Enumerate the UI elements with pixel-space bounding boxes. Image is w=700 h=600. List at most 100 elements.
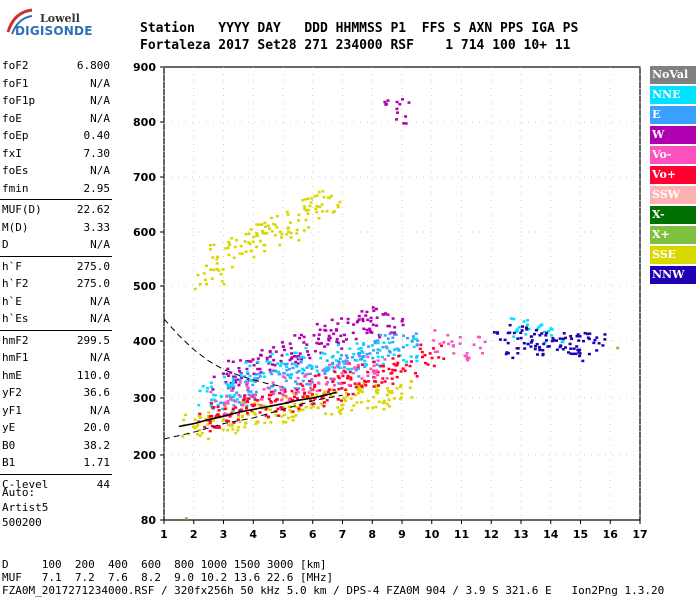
- data-point: [331, 395, 335, 398]
- data-point: [587, 352, 591, 356]
- data-point: [328, 363, 332, 367]
- data-point: [575, 345, 579, 348]
- data-point: [503, 338, 507, 342]
- data-point: [360, 384, 364, 388]
- data-point: [258, 411, 262, 414]
- param-label: MUF(D): [2, 203, 42, 216]
- data-point: [334, 328, 338, 331]
- data-point: [308, 379, 312, 383]
- data-point: [575, 334, 579, 338]
- data-point: [366, 380, 370, 383]
- data-point: [203, 425, 207, 429]
- data-point: [508, 323, 512, 327]
- param-label: yE: [2, 421, 16, 434]
- data-point: [437, 356, 441, 359]
- data-point: [392, 362, 396, 366]
- legend-item: X-: [650, 206, 696, 224]
- data-point: [415, 356, 419, 359]
- data-point: [201, 385, 205, 388]
- x-tick-label: 13: [513, 528, 528, 541]
- data-point: [227, 423, 231, 427]
- data-point: [248, 379, 252, 382]
- data-point: [506, 341, 510, 345]
- data-point: [289, 357, 293, 360]
- data-point: [214, 415, 218, 418]
- data-point: [237, 393, 241, 397]
- data-point: [285, 210, 289, 214]
- data-point: [247, 390, 251, 393]
- data-point: [540, 323, 544, 326]
- data-point: [268, 370, 272, 374]
- data-point: [570, 337, 574, 341]
- param-value: 38.2: [83, 438, 111, 452]
- x-tick-label: 17: [632, 528, 647, 541]
- data-point: [301, 372, 305, 375]
- lower-dashed-curve: [163, 394, 343, 440]
- data-point: [283, 348, 287, 352]
- param-label: yF2: [2, 386, 22, 399]
- data-point: [273, 363, 277, 367]
- data-point: [222, 282, 226, 286]
- data-point: [255, 223, 259, 226]
- data-point: [277, 370, 281, 374]
- data-point: [365, 331, 369, 335]
- data-point: [193, 426, 197, 430]
- data-point: [231, 387, 235, 390]
- data-point: [291, 398, 295, 402]
- data-point: [196, 423, 200, 426]
- data-point: [384, 345, 388, 348]
- data-point: [255, 232, 259, 235]
- data-point: [238, 370, 242, 373]
- data-point: [281, 375, 285, 378]
- data-point: [232, 421, 236, 424]
- param-value: 110.0: [76, 368, 110, 382]
- data-point: [209, 248, 213, 251]
- data-point: [303, 391, 307, 395]
- data-point: [227, 253, 231, 257]
- data-point: [283, 376, 287, 380]
- data-point: [302, 369, 306, 372]
- data-point: [583, 331, 587, 335]
- data-point: [244, 421, 248, 424]
- data-point: [243, 394, 247, 397]
- data-point: [300, 368, 304, 371]
- data-point: [385, 402, 389, 406]
- data-point: [250, 403, 254, 407]
- data-point: [327, 334, 331, 338]
- data-point: [354, 385, 358, 389]
- data-point: [366, 399, 370, 403]
- data-point: [281, 345, 285, 348]
- data-point: [268, 386, 272, 390]
- data-point: [310, 365, 314, 368]
- data-point: [288, 221, 292, 224]
- data-point: [232, 404, 236, 407]
- data-point: [335, 364, 339, 367]
- data-point: [279, 359, 283, 363]
- data-point: [282, 409, 286, 412]
- data-point: [260, 398, 264, 401]
- data-point: [335, 340, 339, 344]
- data-point: [438, 342, 442, 346]
- data-point: [515, 330, 519, 333]
- data-point: [538, 334, 542, 337]
- data-point: [259, 353, 263, 357]
- data-point: [355, 401, 359, 404]
- data-point: [197, 403, 201, 407]
- data-point: [340, 407, 344, 410]
- data-point: [351, 331, 355, 335]
- data-point: [375, 391, 379, 394]
- param-value: 275.0: [76, 259, 110, 273]
- data-point: [320, 396, 324, 400]
- data-point: [205, 282, 209, 286]
- data-point: [236, 418, 240, 421]
- data-point: [376, 351, 380, 355]
- data-point: [423, 353, 427, 357]
- data-point: [340, 371, 344, 375]
- data-point: [308, 372, 312, 376]
- data-point: [480, 351, 484, 355]
- x-tick-label: 15: [573, 528, 588, 541]
- data-point: [254, 393, 258, 397]
- data-point: [534, 328, 538, 332]
- data-point: [317, 374, 321, 377]
- data-point: [385, 102, 389, 106]
